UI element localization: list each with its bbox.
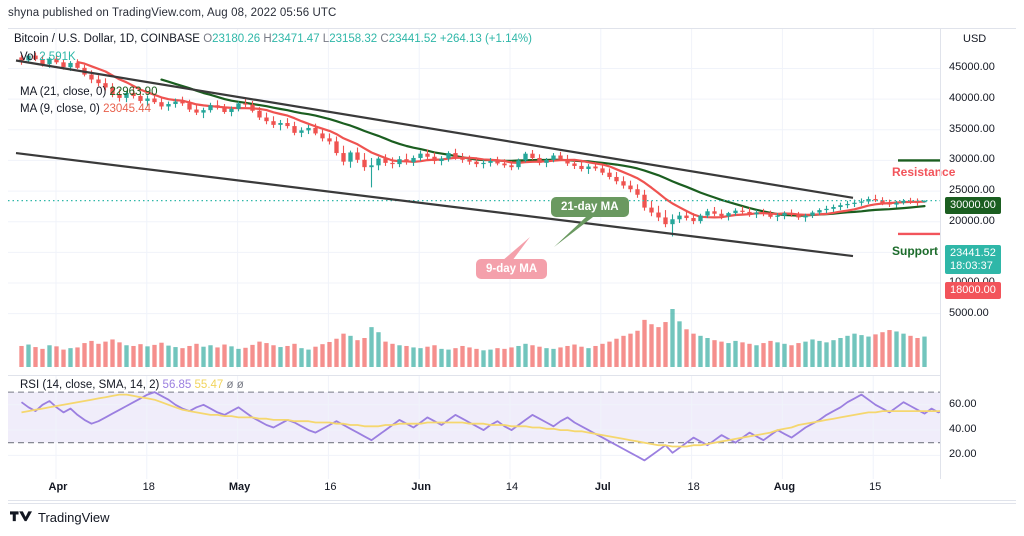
rsi-pane[interactable] <box>8 376 940 479</box>
tradingview-brand: TradingView <box>38 510 110 525</box>
time-axis-tick: Jul <box>594 481 611 493</box>
price-axis-tick: 45000.00 <box>949 61 995 74</box>
rsi-axis-tick: 40.00 <box>949 423 977 436</box>
time-axis-tick: Apr <box>48 481 68 493</box>
time-axis-tick: 14 <box>505 481 519 493</box>
ma9-callout-tail <box>502 237 530 261</box>
price-axis-tick: 20000.00 <box>949 214 995 227</box>
price-axis-tick: 25000.00 <box>949 184 995 197</box>
resistance-price-badge: 30000.00 <box>945 197 1001 214</box>
publish-attribution: shyna published on TradingView.com, Aug … <box>8 7 337 19</box>
last-price-badge: 23441.52 18:03:37 <box>945 245 1001 274</box>
ma21-callout-tail <box>554 217 593 247</box>
footer: TradingView <box>10 510 110 525</box>
price-axis-tick: 40000.00 <box>949 92 995 105</box>
resistance-label: Resistance <box>892 165 956 179</box>
last-price-value: 23441.52 <box>950 247 996 259</box>
time-axis-tick: Jun <box>411 481 431 493</box>
price-axis-unit: USD <box>963 33 987 45</box>
price-axis-tick: 5000.00 <box>949 306 989 319</box>
ma21-callout[interactable]: 21-day MA <box>551 197 629 217</box>
time-axis-tick: May <box>228 481 251 493</box>
price-axis-tick: 30000.00 <box>949 153 995 166</box>
price-plot <box>8 29 940 369</box>
price-axis-tick: 35000.00 <box>949 122 995 135</box>
rsi-plot <box>8 376 940 479</box>
rsi-axis-tick: 20.00 <box>949 448 977 461</box>
time-axis-tick: 16 <box>324 481 337 493</box>
pane-divider <box>8 375 940 376</box>
chart-frame: Bitcoin / U.S. Dollar, 1D, COINBASE O231… <box>8 28 1016 504</box>
time-axis[interactable]: Apr 18 May 16 Jun 14 Jul 18 Aug 15 <box>8 477 1016 501</box>
time-axis-tick: 15 <box>869 481 882 493</box>
bar-countdown: 18:03:37 <box>950 260 993 272</box>
support-label: Support <box>892 244 938 258</box>
ma9-callout[interactable]: 9-day MA <box>476 259 548 279</box>
price-pane[interactable] <box>8 29 940 369</box>
rsi-axis-tick: 60.00 <box>949 397 977 410</box>
time-axis-tick: Aug <box>773 481 796 493</box>
price-axis[interactable]: USD 45000.00 40000.00 35000.00 30000.00 2500… <box>940 29 1016 479</box>
time-axis-tick: 18 <box>687 481 700 493</box>
support-price-badge: 18000.00 <box>945 282 1001 299</box>
tradingview-logo-icon <box>10 511 32 522</box>
time-axis-tick: 18 <box>142 481 155 493</box>
